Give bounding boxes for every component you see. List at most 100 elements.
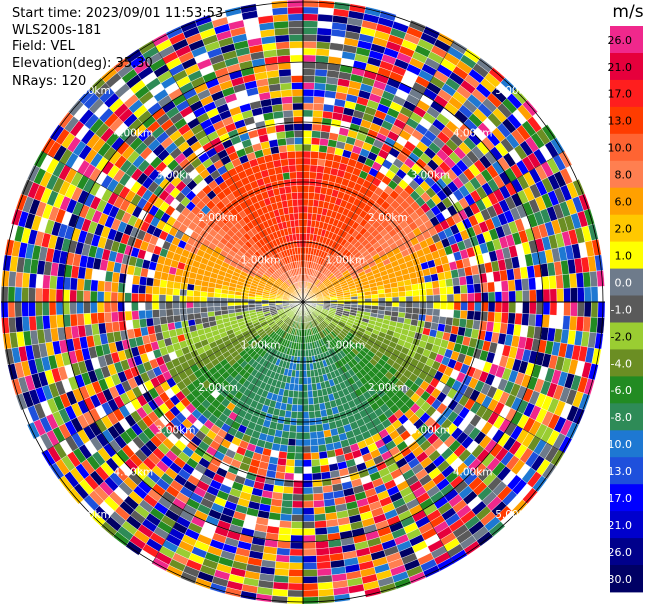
range-gate xyxy=(311,137,321,146)
range-gate xyxy=(313,403,321,412)
range-gate xyxy=(200,291,208,298)
range-gate xyxy=(315,423,324,432)
range-gate xyxy=(577,301,585,317)
range-gate xyxy=(412,307,420,315)
range-gate xyxy=(426,295,434,303)
range-gate xyxy=(282,423,291,432)
range-gate xyxy=(317,151,327,160)
range-gate xyxy=(186,301,194,309)
range-gate xyxy=(405,301,413,308)
range-gate xyxy=(384,292,393,298)
range-gate xyxy=(302,404,309,412)
range-gate xyxy=(302,384,308,392)
range-gate xyxy=(302,198,309,207)
range-gate xyxy=(83,290,91,303)
range-gate xyxy=(302,233,307,241)
range-gate xyxy=(446,286,454,295)
range-gate xyxy=(227,301,235,307)
range-gate xyxy=(103,291,112,303)
range-gate xyxy=(312,116,323,125)
range-gate xyxy=(145,285,153,295)
range-gate xyxy=(110,301,119,313)
range-gate xyxy=(371,301,379,307)
range-gate xyxy=(302,226,308,234)
range-gate xyxy=(322,422,331,431)
range-gate xyxy=(316,27,332,36)
range-gate xyxy=(14,301,23,318)
range-gate xyxy=(302,47,317,56)
range-gate xyxy=(144,293,153,303)
range-gate xyxy=(302,0,319,8)
range-gate xyxy=(316,568,332,577)
range-gate xyxy=(487,301,496,313)
range-gate xyxy=(152,278,161,288)
range-gate xyxy=(8,316,17,334)
range-gate xyxy=(582,316,592,333)
range-gate xyxy=(453,301,462,311)
range-gate xyxy=(405,290,413,297)
range-gate xyxy=(302,534,316,543)
range-gate xyxy=(318,0,335,9)
range-gate xyxy=(199,296,208,303)
range-gate xyxy=(206,301,215,308)
range-gate xyxy=(508,290,516,303)
range-gate xyxy=(312,103,324,112)
range-gate xyxy=(310,438,319,447)
range-gate xyxy=(206,296,215,303)
range-gate xyxy=(294,452,304,461)
range-gate xyxy=(302,528,316,536)
range-gate xyxy=(288,576,304,584)
range-gate xyxy=(138,310,147,320)
range-gate xyxy=(274,568,290,577)
range-gate xyxy=(69,313,78,327)
range-gate xyxy=(193,290,201,297)
range-gate xyxy=(117,282,126,293)
range-gate xyxy=(405,296,413,303)
range-gate xyxy=(514,312,523,326)
range-gate xyxy=(69,277,78,291)
range-gate xyxy=(302,507,315,515)
range-gate xyxy=(480,282,489,293)
range-gate xyxy=(302,493,314,502)
ray xyxy=(302,223,599,303)
range-gate xyxy=(90,290,98,303)
range-gate xyxy=(466,283,475,294)
range-gate xyxy=(316,561,332,570)
range-gate xyxy=(291,404,298,412)
range-gate xyxy=(110,291,119,303)
range-gate xyxy=(213,306,222,312)
range-gate xyxy=(481,301,489,312)
range-gate xyxy=(431,315,440,324)
range-gate xyxy=(583,286,592,303)
range-gate xyxy=(459,284,468,294)
range-gate xyxy=(199,301,208,308)
range-gate xyxy=(453,293,462,303)
range-gate xyxy=(193,307,201,314)
range-gate xyxy=(521,313,530,326)
range-gate xyxy=(439,286,448,295)
range-gate xyxy=(445,316,454,326)
range-gate xyxy=(378,301,386,307)
range-gate xyxy=(309,431,318,440)
range-gate xyxy=(521,278,530,291)
range-gate xyxy=(541,314,550,328)
ray xyxy=(302,0,319,303)
ray xyxy=(302,1,351,303)
range-gate xyxy=(302,555,317,563)
range-gate xyxy=(438,316,447,325)
range-gate xyxy=(302,150,312,159)
range-gate xyxy=(311,130,322,139)
range-gate xyxy=(549,301,558,316)
range-gate xyxy=(426,301,434,309)
range-gate xyxy=(589,270,598,288)
range-gate xyxy=(312,109,324,118)
range-gate xyxy=(412,301,420,309)
range-gate xyxy=(165,294,173,303)
range-gate xyxy=(487,281,496,293)
range-gate xyxy=(28,301,36,317)
range-gate xyxy=(465,319,474,329)
range-gate xyxy=(555,274,564,289)
range-gate xyxy=(302,157,311,166)
range-gate xyxy=(14,271,24,288)
range-gate xyxy=(302,438,311,447)
